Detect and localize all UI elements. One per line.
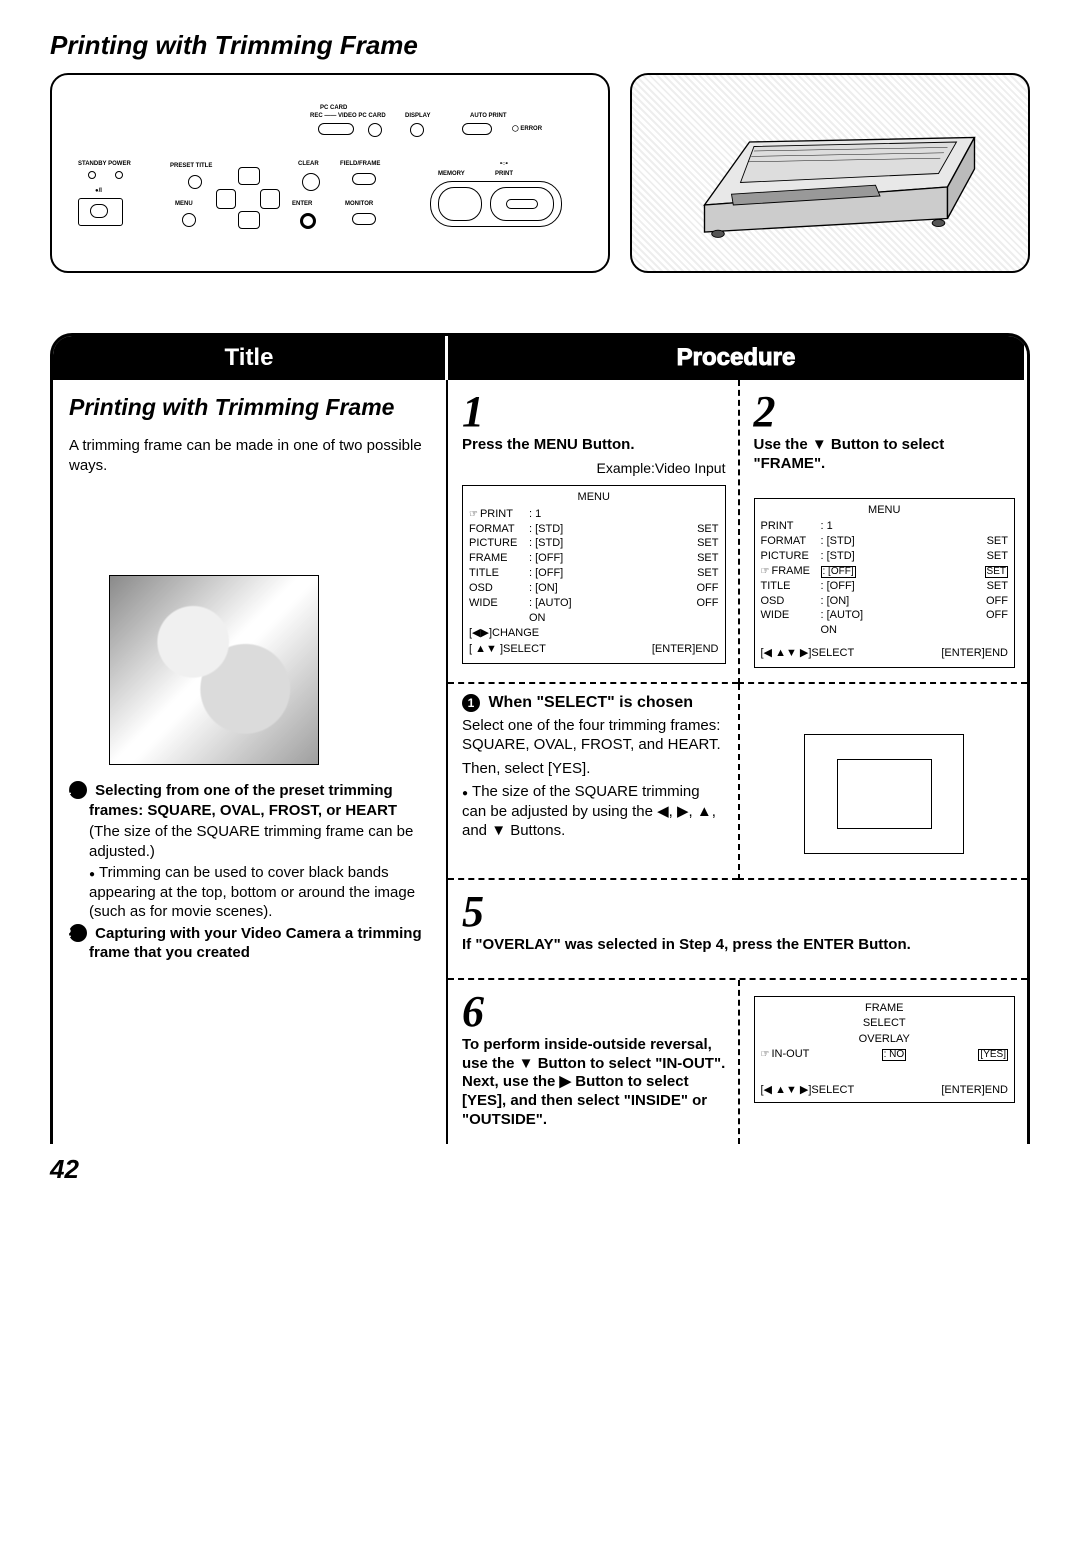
diagram-row: PC CARD REC —— VIDEO PC CARD DISPLAY AUT… bbox=[50, 73, 1030, 273]
procedure-column: 1 Press the MENU Button. Example:Video I… bbox=[448, 380, 1027, 1144]
frame-menu: FRAME SELECT OVERLAY IN-OUT : NO [YES] [… bbox=[754, 996, 1016, 1103]
step-6-head: To perform inside-outside reversal, use … bbox=[462, 1036, 726, 1130]
select-body-3: The size of the SQUARE trimming can be a… bbox=[462, 782, 726, 841]
step-frame-preview bbox=[738, 684, 1028, 880]
step-6: 6 To perform inside-outside reversal, us… bbox=[448, 980, 738, 1144]
step-5-head: If "OVERLAY" was selected in Step 4, pre… bbox=[462, 936, 1015, 955]
menu-screen-2: MENU PRINT: 1 FORMAT: [STD]SET PICTURE: … bbox=[754, 498, 1016, 668]
step-6-frame-box: FRAME SELECT OVERLAY IN-OUT : NO [YES] [… bbox=[738, 980, 1028, 1144]
page-title: Printing with Trimming Frame bbox=[50, 30, 1030, 61]
step-number: 6 bbox=[462, 990, 726, 1034]
step-select: 1 When "SELECT" is chosen Select one of … bbox=[448, 684, 738, 880]
step-number: 2 bbox=[754, 390, 1016, 434]
header-procedure: Procedure bbox=[448, 336, 1027, 380]
page-number: 42 bbox=[50, 1154, 1030, 1185]
step-2-head: Use the ▼ Button to select "FRAME". bbox=[754, 436, 1016, 474]
badge-1: 1 bbox=[462, 694, 480, 712]
option-1: 1 Selecting from one of the preset trimm… bbox=[69, 781, 430, 820]
badge-2: 2 bbox=[69, 924, 87, 942]
control-panel-diagram: PC CARD REC —— VIDEO PC CARD DISPLAY AUT… bbox=[50, 73, 610, 273]
example-label: Example:Video Input bbox=[462, 459, 726, 477]
title-column: Printing with Trimming Frame A trimming … bbox=[53, 380, 448, 1144]
select-body-2: Then, select [YES]. bbox=[462, 759, 726, 779]
step-1-head: Press the MENU Button. bbox=[462, 436, 726, 455]
intro-text: A trimming frame can be made in one of t… bbox=[69, 436, 430, 475]
main-table: Title Procedure Printing with Trimming F… bbox=[50, 333, 1030, 1144]
step-2: 2 Use the ▼ Button to select "FRAME". ME… bbox=[738, 380, 1028, 684]
frame-preview bbox=[804, 734, 964, 854]
step-1: 1 Press the MENU Button. Example:Video I… bbox=[448, 380, 738, 684]
printer-diagram bbox=[630, 73, 1030, 273]
option-1-paren: (The size of the SQUARE trimming frame c… bbox=[69, 822, 430, 861]
badge-1: 1 bbox=[69, 781, 87, 799]
select-body-1: Select one of the four trimming frames: … bbox=[462, 716, 726, 755]
section-subtitle: Printing with Trimming Frame bbox=[69, 394, 430, 420]
option-2: 2 Capturing with your Video Camera a tri… bbox=[69, 924, 430, 963]
example-photo bbox=[109, 575, 319, 765]
step-number: 5 bbox=[462, 890, 1015, 934]
option-1-note: Trimming can be used to cover black band… bbox=[69, 863, 430, 922]
header-title: Title bbox=[53, 336, 448, 380]
step-5: 5 If "OVERLAY" was selected in Step 4, p… bbox=[448, 880, 1027, 980]
menu-screen-1: MENU PRINT: 1 FORMAT: [STD]SET PICTURE: … bbox=[462, 485, 726, 664]
step-number: 1 bbox=[462, 390, 726, 434]
